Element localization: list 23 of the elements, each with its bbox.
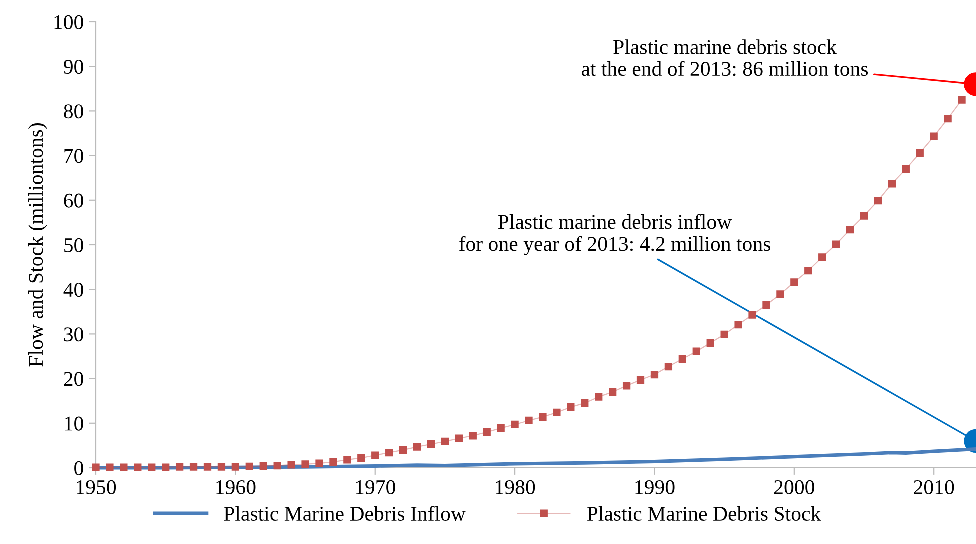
x-tick-label: 2010 xyxy=(914,480,954,494)
y-tick-label: 40 xyxy=(64,282,84,298)
x-tick-label: 1970 xyxy=(356,480,396,494)
y-tick-label: 50 xyxy=(64,238,84,252)
y-axis-title: Flow and Stock (milliontons) xyxy=(28,124,48,367)
x-tick-label: 1950 xyxy=(77,480,116,494)
y-tick-label: 30 xyxy=(64,328,84,342)
x-tick-label: 1960 xyxy=(216,480,256,494)
x-tick-label: 2000 xyxy=(774,480,814,494)
y-tick-label: 0 xyxy=(74,461,84,476)
legend-label: Plastic Marine Debris Inflow xyxy=(224,506,466,522)
legend-label: Plastic Marine Debris Stock xyxy=(587,506,822,522)
annotation: Plastic marine debris stock at the end of 2013: 86 million tons xyxy=(582,40,868,76)
x-tick-label: 1980 xyxy=(496,480,536,494)
y-tick-label: 20 xyxy=(64,372,84,386)
annotation: Plastic marine debris inflow for one year of 2013: 4.2 million tons xyxy=(459,214,770,256)
y-tick-label: 80 xyxy=(64,104,84,119)
y-tick-label: 10 xyxy=(65,416,84,431)
y-tick-label: 90 xyxy=(64,60,84,74)
y-tick-label: 100 xyxy=(54,15,84,30)
y-tick-label: 70 xyxy=(64,149,84,164)
x-tick-label: 1990 xyxy=(636,480,675,494)
y-tick-label: 60 xyxy=(64,194,84,208)
